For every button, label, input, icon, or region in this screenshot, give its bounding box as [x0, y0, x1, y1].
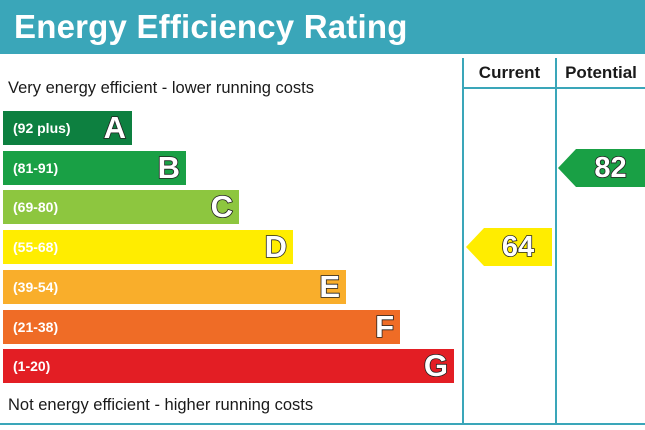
band-d: (55-68) D [3, 229, 293, 265]
band-e: (39-54) E [3, 269, 346, 305]
band-letter: E [319, 269, 341, 305]
potential-arrow-polygon [558, 149, 645, 187]
band-range-label: (21-38) [13, 319, 59, 335]
band-letter: G [423, 348, 449, 384]
current-rating-arrow: 64 [466, 228, 552, 266]
band-letter: F [374, 309, 395, 345]
band-letter: D [264, 229, 288, 265]
current-rating-value: 64 [501, 230, 535, 264]
column-header-current: Current [478, 63, 541, 82]
header-bar: Energy Efficiency Rating [0, 0, 645, 54]
band-letter: A [103, 110, 127, 146]
current-arrow-polygon [466, 228, 552, 266]
page-title: Energy Efficiency Rating [14, 8, 408, 45]
column-header-potential: Potential [565, 63, 637, 82]
bottom-border [0, 423, 645, 425]
column-header-divider [462, 87, 645, 89]
current-arrow-shape [466, 228, 552, 266]
band-range-label: (92 plus) [13, 120, 71, 136]
band-range-label: (69-80) [13, 199, 59, 215]
efficient-note: Very energy efficient - lower running co… [8, 79, 315, 97]
potential-rating-arrow: 82 [558, 149, 645, 187]
column-divider-potential [555, 58, 557, 425]
band-range-label: (1-20) [13, 358, 51, 374]
band-range-label: (81-91) [13, 160, 59, 176]
band-letter: B [157, 150, 181, 186]
column-divider-current [462, 58, 464, 425]
band-c: (69-80) C [3, 189, 239, 225]
band-range-label: (55-68) [13, 239, 59, 255]
band-g: (1-20) G [3, 348, 454, 384]
band-a: (92 plus) A [3, 110, 132, 146]
band-range-label: (39-54) [13, 279, 59, 295]
potential-arrow-shape [558, 149, 645, 187]
band-letter: C [210, 189, 234, 225]
band-b: (81-91) B [3, 150, 186, 186]
potential-rating-value: 82 [594, 151, 628, 185]
band-f: (21-38) F [3, 309, 400, 345]
inefficient-note: Not energy efficient - higher running co… [8, 396, 314, 414]
